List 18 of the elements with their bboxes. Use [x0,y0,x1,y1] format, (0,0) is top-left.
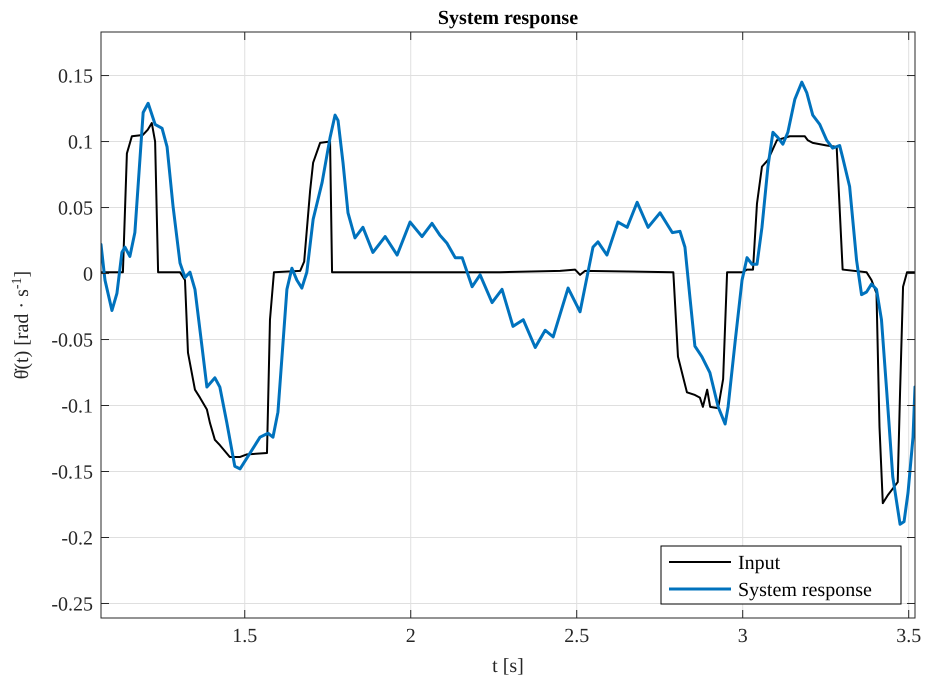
x-tick-label: 1.5 [232,625,258,647]
x-tick-label: 3.5 [896,625,922,647]
x-axis-title: t [s] [492,655,524,677]
legend-label: Input [738,552,781,574]
y-tick-label: -0.15 [51,462,93,484]
x-tick-label: 3 [738,625,748,647]
y-tick-label: -0.1 [61,396,93,418]
x-tick-label: 2.5 [564,625,590,647]
y-tick-label: 0 [83,264,93,286]
y-tick-label: 0.15 [58,66,93,88]
x-tick-label: 2 [406,625,416,647]
y-tick-label: 0.05 [58,198,93,220]
y-tick-label: -0.2 [61,527,93,550]
chart-title: System response [438,7,578,29]
y-tick-label: -0.25 [51,593,93,616]
legend-label: System response [738,579,872,601]
y-tick-label: 0.1 [68,132,93,154]
y-tick-label: -0.05 [51,330,93,352]
